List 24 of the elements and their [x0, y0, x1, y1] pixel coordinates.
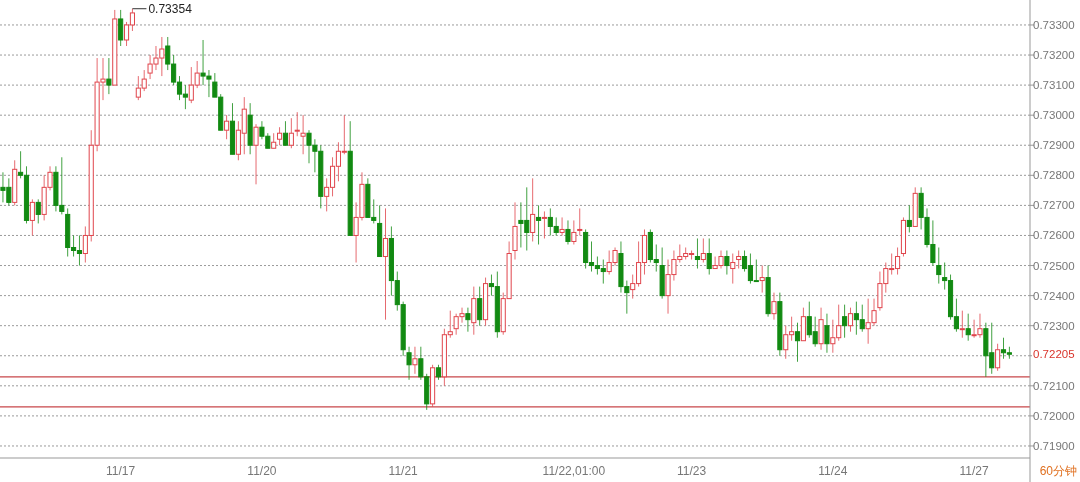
y-tick-label: 0.73200	[1033, 49, 1075, 62]
y-tick-label: 0.71900	[1033, 439, 1075, 452]
x-tick-label: 11/27	[959, 464, 989, 478]
y-tick-label: 0.72300	[1033, 319, 1075, 332]
x-tick-label: 11/17	[106, 464, 136, 478]
y-tick-label: 0.72600	[1033, 229, 1075, 242]
y-tick-label: 0.73300	[1033, 18, 1075, 31]
x-tick-label: 11/24	[818, 464, 848, 478]
annotation: 0.73354	[148, 1, 193, 16]
x-tick-label: 11/21	[388, 464, 419, 478]
y-tick-label: 0.72800	[1033, 169, 1075, 182]
x-tick-label: 11/22,01:00	[542, 464, 606, 478]
y-tick-label: 0.72900	[1033, 139, 1075, 152]
y-tick-label: 0.72000	[1033, 409, 1075, 422]
y-tick-label: 0.73000	[1033, 109, 1075, 122]
y-tick-label: 0.72100	[1033, 379, 1075, 392]
x-tick-label: 11/23	[677, 464, 707, 478]
y-tick-label: 0.72400	[1033, 289, 1075, 302]
text: 60分钟	[1039, 464, 1077, 478]
x-tick-label: 11/20	[247, 464, 277, 478]
text: 0.72205	[1033, 348, 1075, 361]
y-tick-label: 0.73100	[1033, 79, 1075, 92]
y-tick-label: 0.72500	[1033, 259, 1075, 272]
y-tick-label: 0.72700	[1033, 199, 1075, 212]
